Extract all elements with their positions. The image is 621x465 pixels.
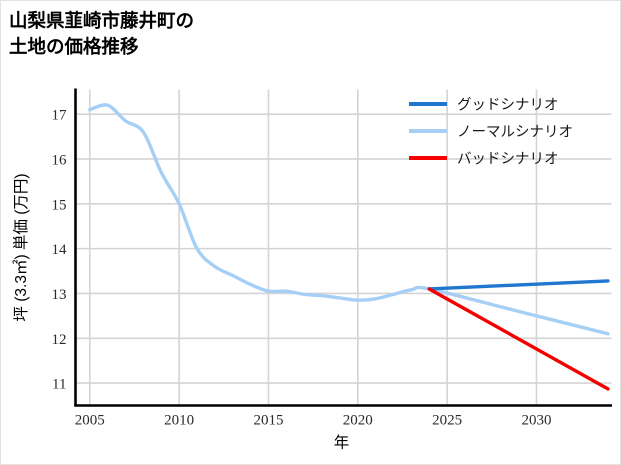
y-tick-label: 11 <box>52 377 66 393</box>
y-tick-label: 16 <box>52 152 68 168</box>
x-tick-label: 2020 <box>343 413 373 429</box>
legend-label: バッドシナリオ <box>457 152 559 168</box>
x-tick-label: 2015 <box>253 413 283 429</box>
page-title: 山梨県韮崎市藤井町の 土地の価格推移 <box>9 10 195 58</box>
x-tick-label: 2005 <box>75 413 105 429</box>
gridlines <box>75 89 612 406</box>
y-tick-label: 12 <box>52 332 67 348</box>
series-layer <box>88 103 610 391</box>
series-line <box>427 287 610 391</box>
y-tick-label: 17 <box>52 108 68 124</box>
x-tick-label: 2025 <box>432 413 462 429</box>
y-axis-title: 坪 (3.3㎡) 単価 (万円) <box>12 173 30 321</box>
x-tick-label: 2010 <box>164 413 194 429</box>
y-tick-label: 14 <box>52 242 68 258</box>
axis-titles: 年 坪 (3.3㎡) 単価 (万円) <box>12 173 349 451</box>
tick-labels: 11 12 13 14 15 16 17 2005 2010 2015 2020 2025 2030 <box>52 108 552 429</box>
series-line <box>427 279 610 291</box>
x-tick-label: 2030 <box>521 413 551 429</box>
legend-label: グッドシナリオ <box>457 97 559 114</box>
y-tick-label: 13 <box>52 287 67 303</box>
series-line <box>88 103 610 336</box>
axes-layer <box>74 88 612 407</box>
x-axis-title: 年 <box>334 434 350 452</box>
y-tick-label: 15 <box>52 197 67 213</box>
legend-label: ノーマルシナリオ <box>457 125 573 141</box>
